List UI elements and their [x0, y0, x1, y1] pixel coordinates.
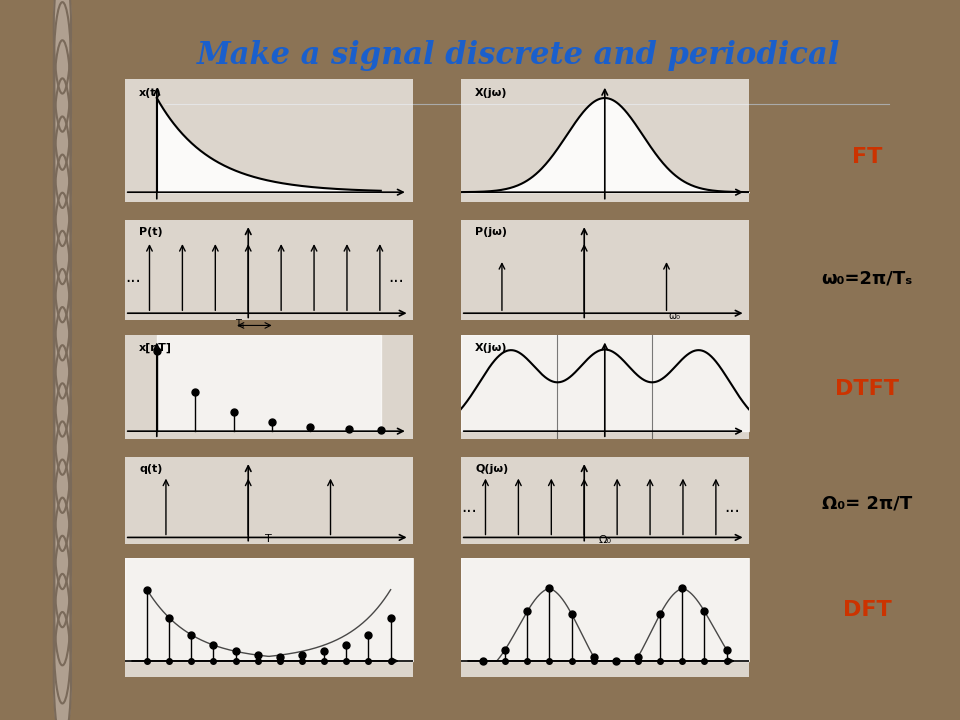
Text: ...: ... [725, 498, 740, 516]
Text: Tₛ: Tₛ [235, 320, 245, 330]
Text: ω₀: ω₀ [669, 311, 681, 321]
Circle shape [54, 574, 71, 703]
Text: x[nT]: x[nT] [139, 343, 172, 353]
Circle shape [54, 2, 71, 132]
Text: Make a signal discrete and periodical: Make a signal discrete and periodical [197, 40, 840, 71]
Circle shape [54, 421, 71, 551]
Circle shape [54, 498, 71, 627]
Text: X(jω): X(jω) [475, 343, 508, 353]
Circle shape [54, 155, 71, 284]
Circle shape [54, 0, 71, 94]
Text: P(jω): P(jω) [475, 227, 507, 237]
Text: FT: FT [852, 147, 882, 167]
Circle shape [54, 307, 71, 436]
Text: Q(jω): Q(jω) [475, 464, 509, 474]
Circle shape [54, 536, 71, 665]
Text: DFT: DFT [843, 600, 892, 620]
Circle shape [54, 459, 71, 589]
Circle shape [54, 117, 71, 246]
Text: Ω₀: Ω₀ [598, 535, 612, 545]
Circle shape [54, 383, 71, 513]
Text: T: T [265, 534, 273, 544]
Text: DTFT: DTFT [835, 379, 900, 399]
Text: ...: ... [461, 498, 477, 516]
Circle shape [54, 78, 71, 208]
Text: q(t): q(t) [139, 464, 162, 474]
Text: ...: ... [389, 268, 404, 286]
Text: x(t): x(t) [139, 89, 162, 98]
Text: ...: ... [125, 268, 141, 286]
Text: X(jω): X(jω) [475, 89, 508, 98]
Text: Ω₀= 2π/T: Ω₀= 2π/T [822, 495, 912, 513]
Circle shape [54, 193, 71, 323]
Circle shape [54, 612, 71, 720]
Circle shape [54, 269, 71, 399]
Circle shape [54, 345, 71, 474]
Circle shape [54, 40, 71, 170]
Circle shape [54, 231, 71, 361]
Text: P(t): P(t) [139, 227, 163, 237]
Text: ω₀=2π/Tₛ: ω₀=2π/Tₛ [822, 270, 913, 288]
